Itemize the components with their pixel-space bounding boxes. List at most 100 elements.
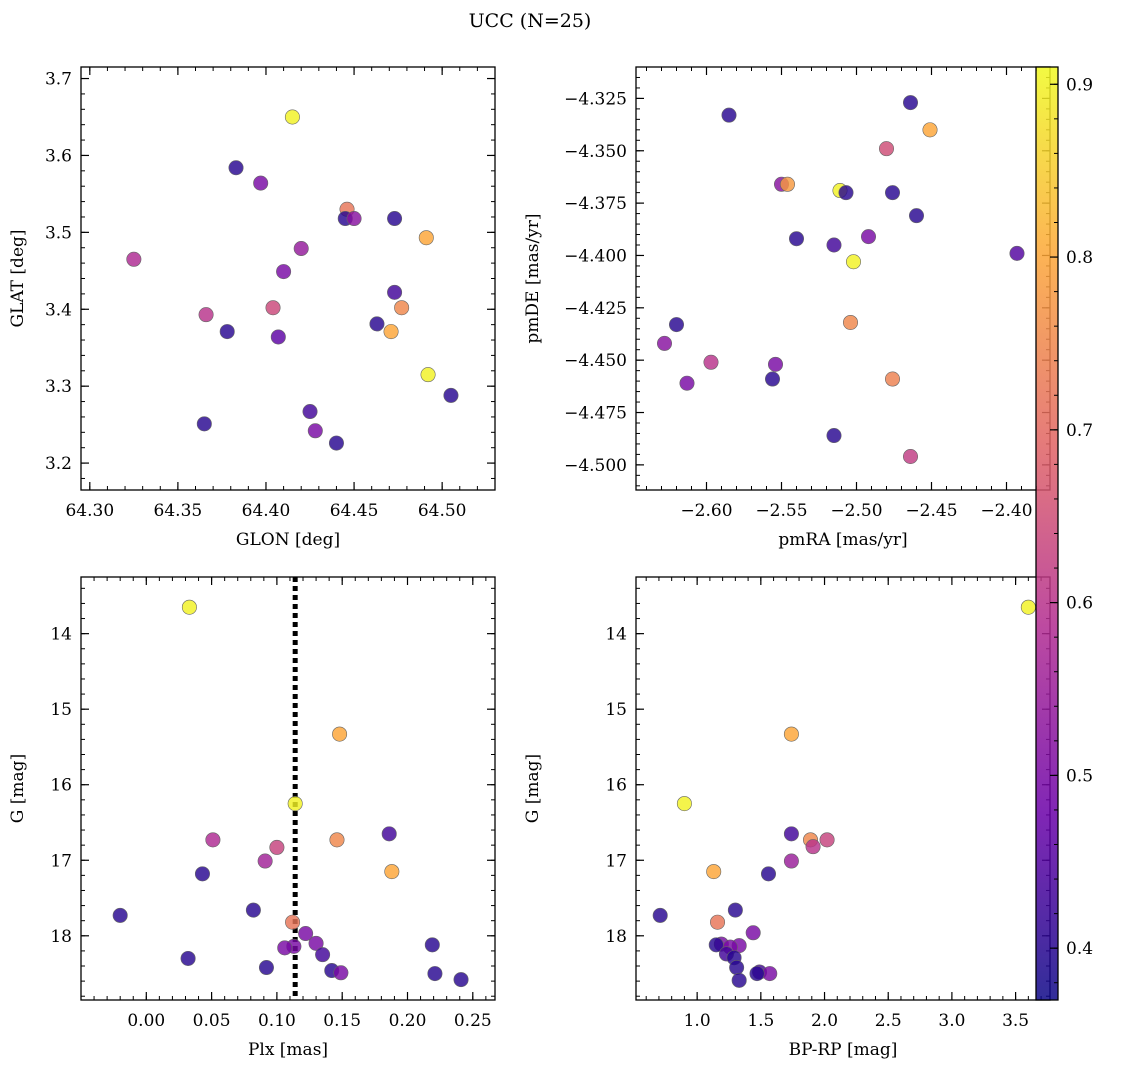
scatter-point <box>277 940 293 956</box>
minor-ticks <box>636 66 1050 490</box>
scatter-point <box>332 726 348 742</box>
scatter-point <box>760 866 776 882</box>
scatter-point <box>228 160 244 176</box>
scatter-point <box>706 864 722 880</box>
y-axis-label: pmDE [mas/yr] <box>523 213 543 343</box>
scatter-point <box>315 947 331 963</box>
scatter-point <box>453 972 469 988</box>
x-tick-label: 0.05 <box>193 1011 231 1031</box>
y-tick-label: −4.325 <box>564 89 627 109</box>
x-tick-label: 0.20 <box>389 1011 427 1031</box>
scatter-point <box>826 237 842 253</box>
scatter-point <box>676 796 692 812</box>
scatter-point <box>293 241 309 257</box>
axes-frame <box>635 66 1051 491</box>
scatter-point <box>805 839 821 855</box>
scatter-point <box>902 448 918 464</box>
scatter-point <box>783 826 799 842</box>
scatter-point <box>884 371 900 387</box>
x-tick-label: 1.0 <box>684 1011 711 1031</box>
x-tick-label: 1.5 <box>747 1011 774 1031</box>
x-tick-label: −2.55 <box>755 501 807 521</box>
x-tick-label: 64.30 <box>65 501 114 521</box>
y-tick-label: 3.6 <box>45 146 72 166</box>
y-tick-label: −4.425 <box>564 299 627 319</box>
scatter-point <box>284 109 300 125</box>
panel-plx: 0.00 0.05 0.10 0.15 0.20 0.25 14 15 16 17 18 Plx [m… <box>8 576 496 1060</box>
y-tick-label: −4.450 <box>564 351 627 371</box>
y-tick-label: 17 <box>50 851 72 871</box>
x-axis-label: pmRA [mas/yr] <box>778 530 907 550</box>
y-tick-label: −4.500 <box>564 456 627 476</box>
scatter-point <box>394 300 410 316</box>
scatter-points <box>656 95 1025 464</box>
scatter-point <box>749 966 765 982</box>
y-tick-label: −4.400 <box>564 246 627 266</box>
x-tick-label: 3.0 <box>938 1011 965 1031</box>
y-tick-label: −4.350 <box>564 142 627 162</box>
x-tick-label: 64.45 <box>330 501 379 521</box>
scatter-point <box>764 371 780 387</box>
colorbar-tick-label: 0.7 <box>1066 421 1093 441</box>
x-tick-label: 3.5 <box>1002 1011 1029 1031</box>
y-tick-label: −4.475 <box>564 404 627 424</box>
x-tick-label: 64.40 <box>242 501 291 521</box>
scatter-point <box>729 960 745 976</box>
y-tick-label: 18 <box>605 927 627 947</box>
scatter-point <box>860 229 876 245</box>
x-axis-label: GLON [deg] <box>236 530 340 550</box>
scatter-point <box>779 176 795 192</box>
scatter-point <box>245 902 261 918</box>
scatter-point <box>333 965 349 981</box>
x-tick-label: 0.10 <box>258 1011 296 1031</box>
panel-cmd: 1.0 1.5 2.0 2.5 3.0 3.5 14 15 16 17 18 BP-RP [mag] G… <box>523 576 1051 1060</box>
scatter-point <box>788 231 804 247</box>
scatter-point <box>253 175 269 191</box>
scatter-point <box>819 832 835 848</box>
minor-ticks <box>81 67 496 490</box>
scatter-point <box>346 211 362 227</box>
scatter-point <box>329 832 345 848</box>
y-tick-label: 3.7 <box>45 70 72 90</box>
scatter-point <box>381 826 397 842</box>
scatter-point <box>269 839 285 855</box>
y-tick-label: 16 <box>605 776 627 796</box>
scatter-point <box>258 960 274 976</box>
colorbar-tick-label: 0.5 <box>1066 766 1093 786</box>
scatter-point <box>328 435 344 451</box>
scatter-point <box>1020 599 1036 615</box>
scatter-point <box>383 324 399 340</box>
figure-title: UCC (N=25) <box>469 10 592 32</box>
scatter-point <box>703 354 719 370</box>
y-tick-label: 3.5 <box>45 223 72 243</box>
scatter-point <box>219 324 235 340</box>
scatter-point <box>727 902 743 918</box>
scatter-point <box>198 307 214 323</box>
x-tick-label: −2.60 <box>680 501 732 521</box>
scatter-points <box>652 599 1036 988</box>
scatter-point <box>427 966 443 982</box>
x-tick-label: −2.45 <box>905 501 957 521</box>
scatter-point <box>265 300 281 316</box>
axes-frame <box>635 576 1051 1001</box>
scatter-point <box>196 416 212 432</box>
y-tick-label: 14 <box>605 625 627 645</box>
scatter-point <box>307 423 323 439</box>
scatter-point <box>878 141 894 157</box>
x-tick-label: 2.5 <box>875 1011 902 1031</box>
panel-sky: 64.30 64.35 64.40 64.45 64.50 3.2 3.3 3.4 3.5 3.6… <box>8 66 496 550</box>
scatter-point <box>838 185 854 201</box>
scatter-point <box>287 796 303 812</box>
y-tick-label: 3.2 <box>45 454 72 474</box>
scatter-point <box>652 907 668 923</box>
x-tick-label: 2.0 <box>811 1011 838 1031</box>
minor-ticks <box>80 577 495 1000</box>
scatter-point <box>922 122 938 138</box>
scatter-point <box>181 599 197 615</box>
y-tick-label: 17 <box>605 851 627 871</box>
colorbar-tick-label: 0.6 <box>1066 594 1093 614</box>
x-tick-label: 0.00 <box>127 1011 165 1031</box>
scatter-point <box>826 428 842 444</box>
scatter-point <box>276 264 292 280</box>
